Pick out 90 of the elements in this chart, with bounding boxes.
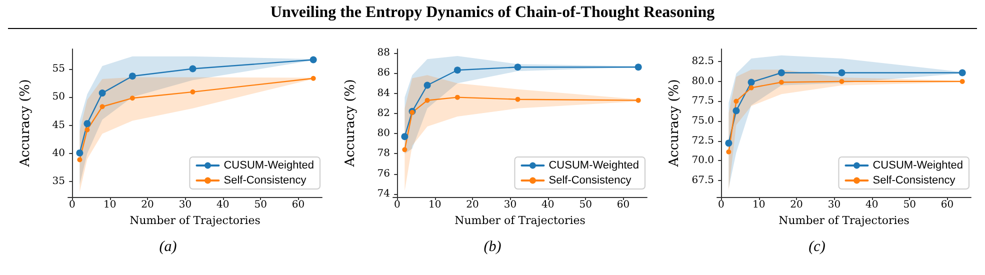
x-tick-label: 50 <box>903 200 916 210</box>
x-tick-label: 60 <box>292 200 305 210</box>
point <box>77 157 82 162</box>
y-tick-label: 84 <box>376 88 390 99</box>
point <box>748 78 755 86</box>
point <box>960 78 965 84</box>
x-tick-label: 50 <box>254 200 267 210</box>
y-tick-label: 76 <box>376 168 390 180</box>
point <box>958 69 966 76</box>
y-tick-label: 82 <box>376 108 390 119</box>
point <box>76 149 84 156</box>
x-tick-label: 40 <box>541 200 554 210</box>
y-tick-label: 80 <box>376 128 390 140</box>
x-tick-label: 10 <box>428 200 441 210</box>
y-axis-title: Accuracy (%) <box>342 79 358 168</box>
legend-label: CUSUM-Weighted <box>872 160 964 172</box>
point <box>310 76 316 81</box>
y-tick-label: 70.0 <box>692 155 714 166</box>
x-tick-label: 0 <box>393 200 400 210</box>
legend-label: CUSUM-Weighted <box>548 160 639 172</box>
y-tick-label: 50 <box>52 92 65 103</box>
text: Unveiling the Entropy Dynamics of Chain-of-Thought Reasoning <box>8 4 977 29</box>
text: (c) <box>808 239 826 256</box>
x-tick-label: 20 <box>141 200 154 210</box>
legend-label: CUSUM-Weighted <box>224 160 314 172</box>
point <box>635 98 640 103</box>
point <box>84 127 90 132</box>
y-tick-label: 80.0 <box>692 76 714 87</box>
y-tick-label: 82.5 <box>692 56 714 68</box>
point <box>748 85 754 90</box>
y-tick-label: 75.0 <box>692 116 714 127</box>
point <box>514 96 520 102</box>
y-axis-title: Accuracy (%) <box>18 79 33 168</box>
text: (b) <box>484 239 502 256</box>
x-tick-label: 30 <box>178 200 192 210</box>
point <box>310 56 317 64</box>
point <box>726 149 732 154</box>
x-tick-label: 20 <box>466 200 478 210</box>
point <box>732 107 740 114</box>
point <box>424 98 430 103</box>
point <box>190 89 196 94</box>
x-tick-label: 0 <box>68 200 76 210</box>
point <box>128 72 136 80</box>
y-tick-label: 78 <box>376 148 390 160</box>
x-tick-label: 0 <box>718 200 724 210</box>
y-tick-label: 88 <box>376 48 390 59</box>
legend-label: Self-Consistency <box>548 174 632 186</box>
x-axis-title: Number of Trajectories <box>130 214 261 227</box>
point <box>189 65 196 72</box>
y-axis-title: Accuracy (%) <box>666 79 682 168</box>
y-tick-label: 40 <box>52 148 65 160</box>
y-tick-label: 77.5 <box>692 96 714 107</box>
x-axis-title: Number of Trajectories <box>778 214 910 227</box>
x-axis-title: Number of Trajectories <box>454 214 586 227</box>
x-tick-label: 30 <box>828 200 841 210</box>
point <box>839 78 844 84</box>
y-tick-label: 35 <box>52 176 65 188</box>
y-tick-label: 86 <box>376 68 390 79</box>
point <box>838 69 846 76</box>
point <box>98 90 106 97</box>
text: (a) <box>159 239 177 256</box>
x-tick-label: 50 <box>578 200 592 210</box>
x-tick-label: 60 <box>616 200 630 210</box>
x-tick-label: 20 <box>790 200 803 210</box>
x-tick-label: 30 <box>503 200 516 210</box>
point <box>130 96 135 101</box>
point <box>634 64 642 71</box>
point <box>423 82 430 89</box>
y-tick-label: 55 <box>52 63 65 74</box>
y-tick-label: 45 <box>52 120 65 131</box>
point <box>778 80 784 85</box>
point <box>725 140 732 147</box>
point <box>453 66 460 74</box>
x-tick-label: 40 <box>866 200 878 210</box>
point <box>734 98 739 104</box>
y-tick-label: 67.5 <box>692 174 714 186</box>
point <box>84 120 91 128</box>
legend-label: Self-Consistency <box>224 174 307 186</box>
x-tick-label: 40 <box>216 200 230 210</box>
point <box>400 133 408 140</box>
x-tick-label: 10 <box>752 200 766 210</box>
point <box>100 104 105 110</box>
point <box>402 147 407 152</box>
x-tick-label: 10 <box>103 200 116 210</box>
point <box>778 69 785 76</box>
y-tick-label: 74 <box>376 188 390 200</box>
x-tick-label: 60 <box>940 200 954 210</box>
legend-label: Self-Consistency <box>872 174 956 186</box>
point <box>514 64 521 71</box>
y-tick-label: 72.5 <box>692 135 714 146</box>
